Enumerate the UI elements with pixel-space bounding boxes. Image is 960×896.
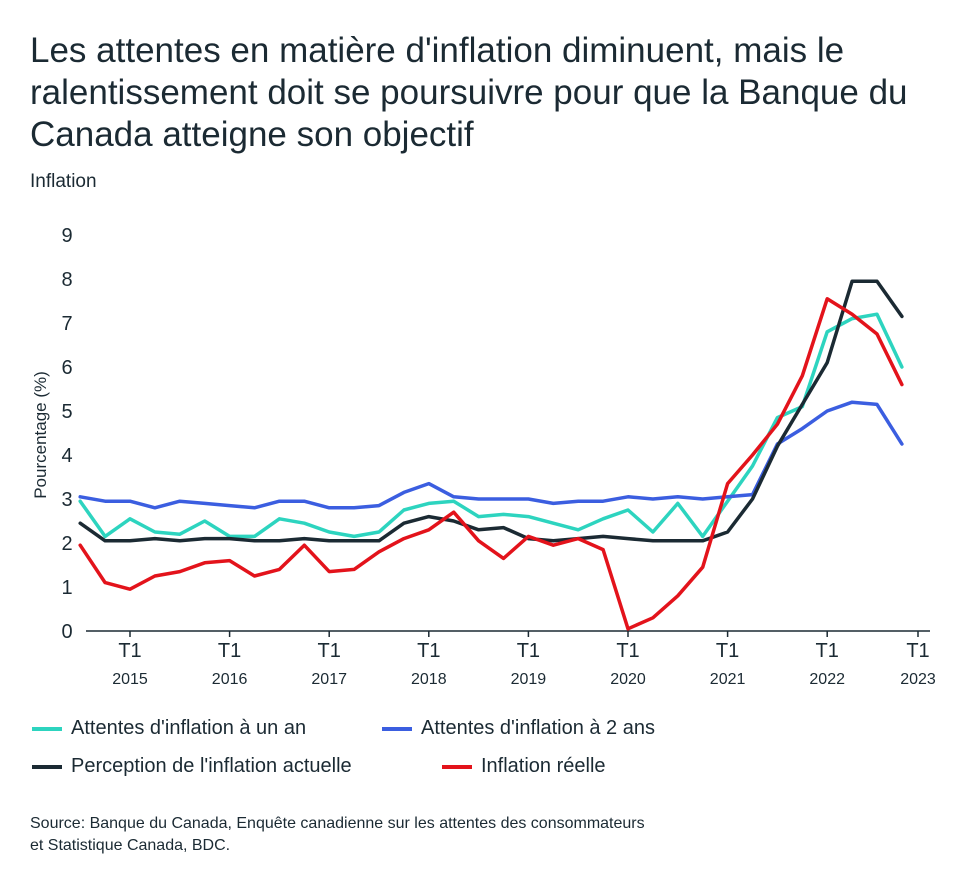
- legend-swatch-real: [442, 764, 472, 769]
- series-lines: [78, 279, 904, 631]
- x-tick-quarter-label: T1: [517, 640, 540, 662]
- x-tick-quarter-label: T1: [716, 640, 739, 662]
- x-tick-quarter-label: T1: [218, 640, 241, 662]
- x-tick-quarter-label: T1: [616, 640, 639, 662]
- x-tick-year-label: 2016: [212, 671, 248, 688]
- y-tick-label: 3: [61, 489, 72, 511]
- x-tick-year-label: 2019: [511, 671, 547, 688]
- y-tick-label: 7: [61, 313, 72, 335]
- x-tick-year-label: 2018: [411, 671, 447, 688]
- legend-swatch-current: [32, 764, 62, 769]
- legend-item-real: Inflation réelle: [442, 755, 606, 778]
- x-tick-year-label: 2021: [710, 671, 746, 688]
- x-tick-year-label: 2015: [112, 671, 148, 688]
- source-line-2: et Statistique Canada, BDC.: [30, 837, 231, 854]
- chart-title: Les attentes en matière d'inflation dimi…: [30, 31, 908, 154]
- y-tick-label: 2: [61, 533, 72, 555]
- y-tick-label: 0: [61, 621, 72, 643]
- y-tick-label: 9: [61, 225, 72, 247]
- legend-swatch-one-year: [32, 726, 62, 731]
- x-tick-quarter-label: T1: [417, 640, 440, 662]
- source-note: Source: Banque du Canada, Enquête canadi…: [30, 813, 910, 857]
- series-line-current: [78, 279, 904, 543]
- x-tick-year-label: 2023: [900, 671, 936, 688]
- x-tick-year-label: 2022: [809, 671, 845, 688]
- y-axis-ticks: 0 1 2 3 4 5 6 7 8 9: [61, 225, 72, 643]
- x-axis-ticks: T1 2015 T1 2016 T1 2017 T1 2018 T1 2019 T1 2020 T1 20…: [112, 631, 936, 688]
- legend-swatch-two-year: [382, 726, 412, 731]
- y-tick-label: 4: [61, 445, 72, 467]
- y-tick-label: 6: [61, 357, 72, 379]
- legend-item-one-year: Attentes d'inflation à un an: [32, 717, 306, 740]
- legend-item-current: Perception de l'inflation actuelle: [32, 755, 352, 778]
- series-line-real: [78, 297, 904, 631]
- y-tick-label: 1: [61, 577, 72, 599]
- x-tick-quarter-label: T1: [906, 640, 929, 662]
- legend-label-current: Perception de l'inflation actuelle: [71, 755, 352, 777]
- x-tick-quarter-label: T1: [816, 640, 839, 662]
- legend-label-real: Inflation réelle: [481, 755, 606, 777]
- legend-label-two-year: Attentes d'inflation à 2 ans: [421, 717, 655, 739]
- x-tick-year-label: 2020: [610, 671, 646, 688]
- legend-label-one-year: Attentes d'inflation à un an: [71, 717, 307, 739]
- legend-item-two-year: Attentes d'inflation à 2 ans: [382, 717, 655, 740]
- y-axis-label: Pourcentage (%): [31, 371, 50, 499]
- chart-subtitle: Inflation: [30, 171, 97, 192]
- x-tick-year-label: 2017: [311, 671, 347, 688]
- x-tick-quarter-label: T1: [118, 640, 141, 662]
- x-tick-quarter-label: T1: [318, 640, 341, 662]
- y-tick-label: 5: [61, 401, 72, 423]
- y-tick-label: 8: [61, 269, 72, 291]
- source-line-1: Source: Banque du Canada, Enquête canadi…: [30, 815, 645, 832]
